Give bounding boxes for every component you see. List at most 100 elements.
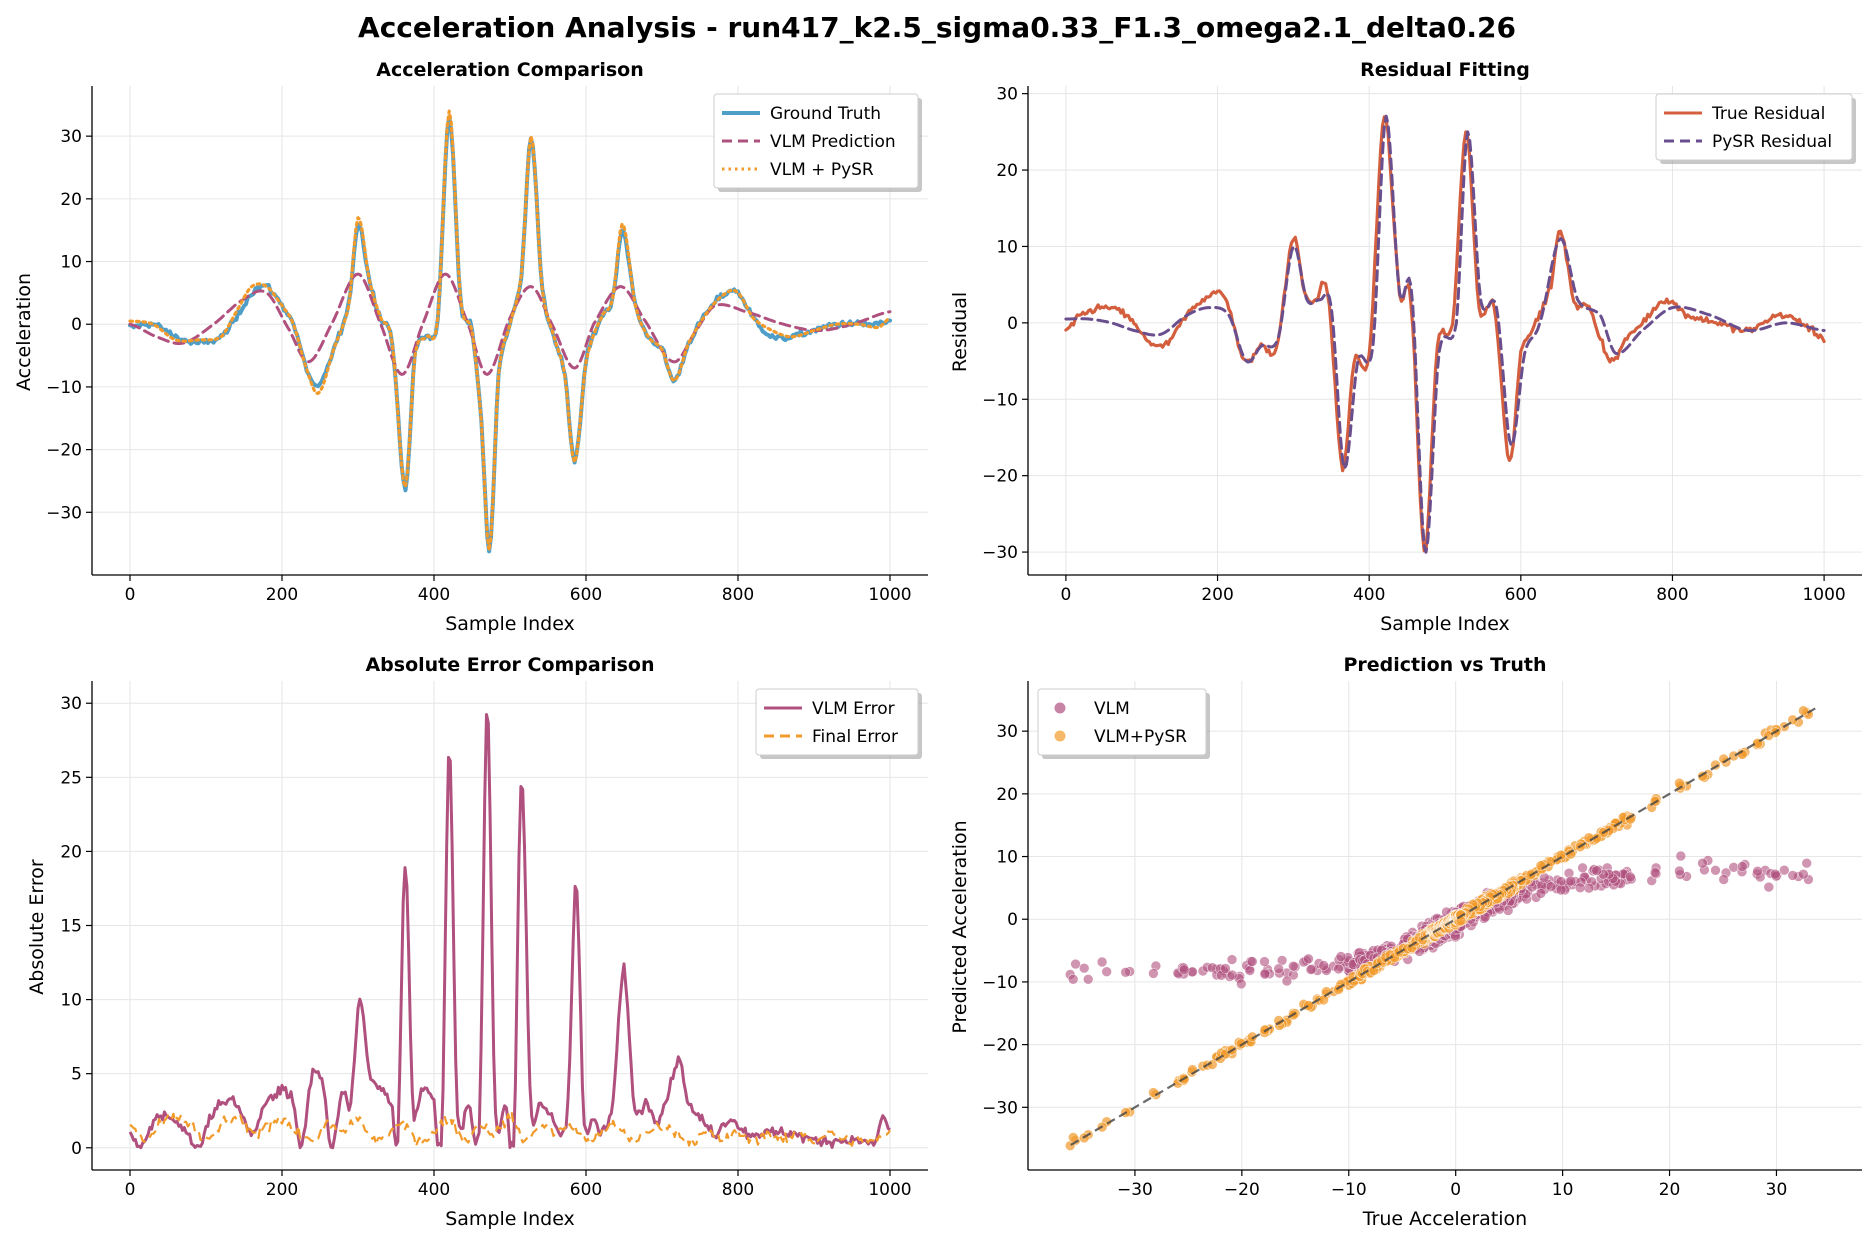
x-tick-label: 600	[570, 1180, 602, 1200]
reference-line	[1070, 705, 1820, 1146]
y-tick-label: 0	[71, 1139, 82, 1159]
acceleration-comparison-panel: Acceleration Comparison Sample Index Acc…	[13, 59, 928, 635]
pysr-point	[1674, 777, 1685, 789]
y-tick-label: −30	[46, 503, 82, 523]
y-tick-label: 0	[1007, 314, 1018, 334]
x-tick-label: 10	[1552, 1180, 1574, 1200]
vlm-point	[1318, 960, 1329, 971]
vlm-point	[1675, 850, 1687, 862]
y-tick-label: 0	[1007, 910, 1018, 930]
y-tick-label: −20	[982, 1036, 1018, 1056]
y-tick-label: 10	[60, 991, 82, 1011]
series-line	[129, 1112, 891, 1148]
legend-box	[1655, 93, 1853, 161]
x-tick-label: 400	[418, 585, 450, 605]
y-tick-label: 15	[60, 917, 82, 937]
vlm-point	[1787, 870, 1798, 881]
vlm-point	[1067, 973, 1079, 985]
pysr-point	[1798, 705, 1809, 717]
legend-marker	[1054, 702, 1066, 714]
x-tick-label: 1000	[868, 1180, 911, 1200]
residual-fitting-panel: Residual Fitting Sample Index Residual 0…	[949, 59, 1862, 635]
panel-title: Absolute Error Comparison	[365, 654, 654, 676]
x-tick-label: 200	[266, 585, 298, 605]
legend-label: VLM	[1094, 699, 1130, 719]
absolute-error-panel: Absolute Error Comparison Sample Index A…	[26, 654, 928, 1230]
vlm-point	[1333, 963, 1344, 975]
y-tick-label: −10	[982, 973, 1018, 993]
vlm-point	[1148, 968, 1159, 979]
y-tick-label: 10	[996, 848, 1018, 868]
y-tick-label: 20	[60, 842, 82, 862]
pysr-point	[1625, 813, 1636, 825]
y-tick-label: −30	[982, 543, 1018, 563]
x-tick-label: 0	[1450, 1180, 1461, 1200]
y-axis-label: Residual	[949, 292, 971, 372]
y-tick-label: −20	[46, 441, 82, 461]
x-tick-label: −20	[1224, 1180, 1260, 1200]
vlm-point	[1779, 864, 1790, 876]
pysr-point	[1148, 1087, 1159, 1098]
y-tick-label: 30	[996, 85, 1018, 105]
vlm-point	[1574, 882, 1586, 894]
figure-title: Acceleration Analysis - run417_k2.5_sigm…	[358, 11, 1516, 44]
vlm-point	[1247, 956, 1258, 967]
vlm-point	[1259, 968, 1271, 980]
vlm-point	[1273, 963, 1284, 975]
x-tick-label: 0	[1060, 585, 1071, 605]
x-tick-label: 800	[722, 1180, 754, 1200]
y-tick-label: 30	[60, 127, 82, 147]
x-tick-label: 600	[570, 585, 602, 605]
vlm-point	[1078, 962, 1090, 974]
y-tick-label: −30	[982, 1098, 1018, 1118]
x-tick-label: 20	[1659, 1180, 1681, 1200]
pysr-point	[1763, 730, 1775, 741]
x-axis-label: True Acceleration	[1362, 1208, 1527, 1230]
x-tick-label: 200	[266, 1180, 298, 1200]
panel-title: Residual Fitting	[1360, 59, 1530, 81]
vlm-point	[1577, 862, 1588, 874]
x-axis-label: Sample Index	[445, 1208, 575, 1230]
vlm-point	[1120, 966, 1131, 978]
y-tick-label: 5	[71, 1065, 82, 1085]
pysr-point	[1535, 860, 1547, 871]
y-tick-label: 20	[996, 161, 1018, 181]
y-axis-label: Predicted Acceleration	[949, 820, 971, 1033]
x-tick-label: 400	[1353, 585, 1385, 605]
vlm-point	[1178, 964, 1190, 976]
vlm-point	[1763, 881, 1775, 893]
y-tick-label: 30	[60, 694, 82, 714]
y-tick-label: −10	[46, 378, 82, 398]
vlm-point	[1082, 973, 1094, 985]
legend-label: Ground Truth	[770, 104, 881, 124]
series-line	[128, 109, 892, 552]
vlm-point	[1335, 951, 1347, 962]
x-tick-label: 400	[418, 1180, 450, 1200]
legend-label: True Residual	[1711, 104, 1825, 124]
vlm-point	[1649, 867, 1661, 878]
legend-label: Final Error	[812, 727, 898, 747]
legend-box	[1037, 688, 1207, 756]
series-line	[1064, 115, 1826, 553]
x-axis-label: Sample Index	[1380, 613, 1510, 635]
x-tick-label: 30	[1766, 1180, 1788, 1200]
panel-title: Acceleration Comparison	[376, 59, 643, 81]
y-tick-label: 10	[996, 237, 1018, 257]
vlm-point	[1226, 954, 1238, 965]
y-tick-label: −10	[982, 390, 1018, 410]
vlm-point	[1220, 963, 1231, 974]
y-tick-label: 10	[60, 253, 82, 273]
vlm-point	[1625, 871, 1636, 883]
x-tick-label: 600	[1505, 585, 1537, 605]
x-tick-label: 200	[1201, 585, 1233, 605]
legend-box	[755, 688, 919, 756]
series-line	[128, 115, 892, 554]
vlm-point	[1737, 861, 1748, 872]
vlm-point	[1288, 960, 1299, 972]
vlm-point	[1674, 865, 1685, 877]
gridlines	[92, 681, 928, 1170]
x-tick-label: −10	[1331, 1180, 1367, 1200]
vlm-point	[1305, 964, 1317, 975]
x-tick-label: 1000	[868, 585, 911, 605]
legend-box	[713, 93, 919, 189]
